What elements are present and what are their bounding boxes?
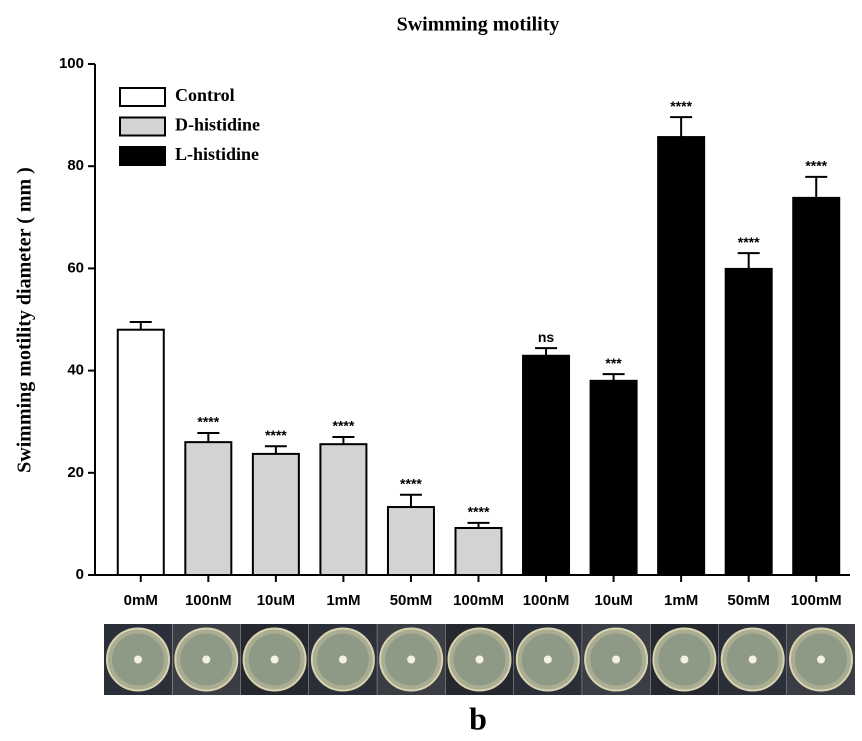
plate-colony (271, 656, 279, 664)
significance-label: **** (400, 475, 422, 491)
y-tick-label: 20 (67, 464, 84, 481)
significance-label: **** (805, 158, 827, 174)
x-tick-label: 50mM (727, 592, 770, 609)
x-tick-label: 100mM (791, 592, 842, 609)
bar (591, 381, 637, 575)
plate-colony (680, 656, 688, 664)
x-tick-label: 10uM (257, 592, 295, 609)
y-tick-label: 60 (67, 259, 84, 276)
chart-title: Swimming motility (397, 14, 560, 36)
x-tick-label: 1mM (664, 592, 698, 609)
x-tick-label: 10uM (594, 592, 632, 609)
y-tick-label: 80 (67, 157, 84, 174)
bar (658, 137, 704, 575)
plate-colony (749, 656, 757, 664)
y-tick-label: 0 (76, 566, 84, 583)
significance-label: *** (605, 355, 622, 371)
plate-colony (134, 656, 142, 664)
legend-label: D-histidine (175, 115, 260, 135)
bar (793, 198, 839, 575)
legend-swatch (120, 118, 165, 136)
plate-colony (202, 656, 210, 664)
legend-label: Control (175, 85, 235, 105)
x-tick-label: 0mM (124, 592, 158, 609)
plate-colony (612, 656, 620, 664)
y-tick-label: 40 (67, 362, 84, 379)
significance-label: **** (197, 414, 219, 430)
chart: Swimming motility Swimming motility diam… (0, 0, 862, 741)
significance-label: **** (738, 234, 760, 250)
y-tick-label: 100 (59, 55, 84, 72)
legend-swatch (120, 147, 165, 165)
legend-label: L-histidine (175, 144, 259, 164)
x-tick-label: 1mM (326, 592, 360, 609)
y-axis-label: Swimming motility diameter ( mm ) (14, 167, 36, 473)
bar (523, 356, 569, 575)
x-tick-label: 100mM (453, 592, 504, 609)
plate-colony (407, 656, 415, 664)
bar (253, 454, 299, 575)
significance-label: **** (468, 504, 490, 520)
bar (726, 269, 772, 575)
x-tick-label: 50mM (390, 592, 433, 609)
significance-label: **** (670, 98, 692, 114)
bar (320, 444, 366, 575)
significance-label: **** (265, 427, 287, 443)
bar (456, 528, 502, 575)
significance-label: **** (333, 418, 355, 434)
plate-colony (476, 656, 484, 664)
plate-colony (817, 656, 825, 664)
plate-colony (544, 656, 552, 664)
bar (185, 442, 231, 575)
panel-label: b (469, 700, 487, 736)
bar (118, 330, 164, 575)
x-tick-label: 100nM (185, 592, 232, 609)
plate-colony (339, 656, 347, 664)
legend-swatch (120, 88, 165, 106)
bar (388, 507, 434, 575)
significance-label: ns (538, 329, 555, 345)
x-tick-label: 100nM (523, 592, 570, 609)
